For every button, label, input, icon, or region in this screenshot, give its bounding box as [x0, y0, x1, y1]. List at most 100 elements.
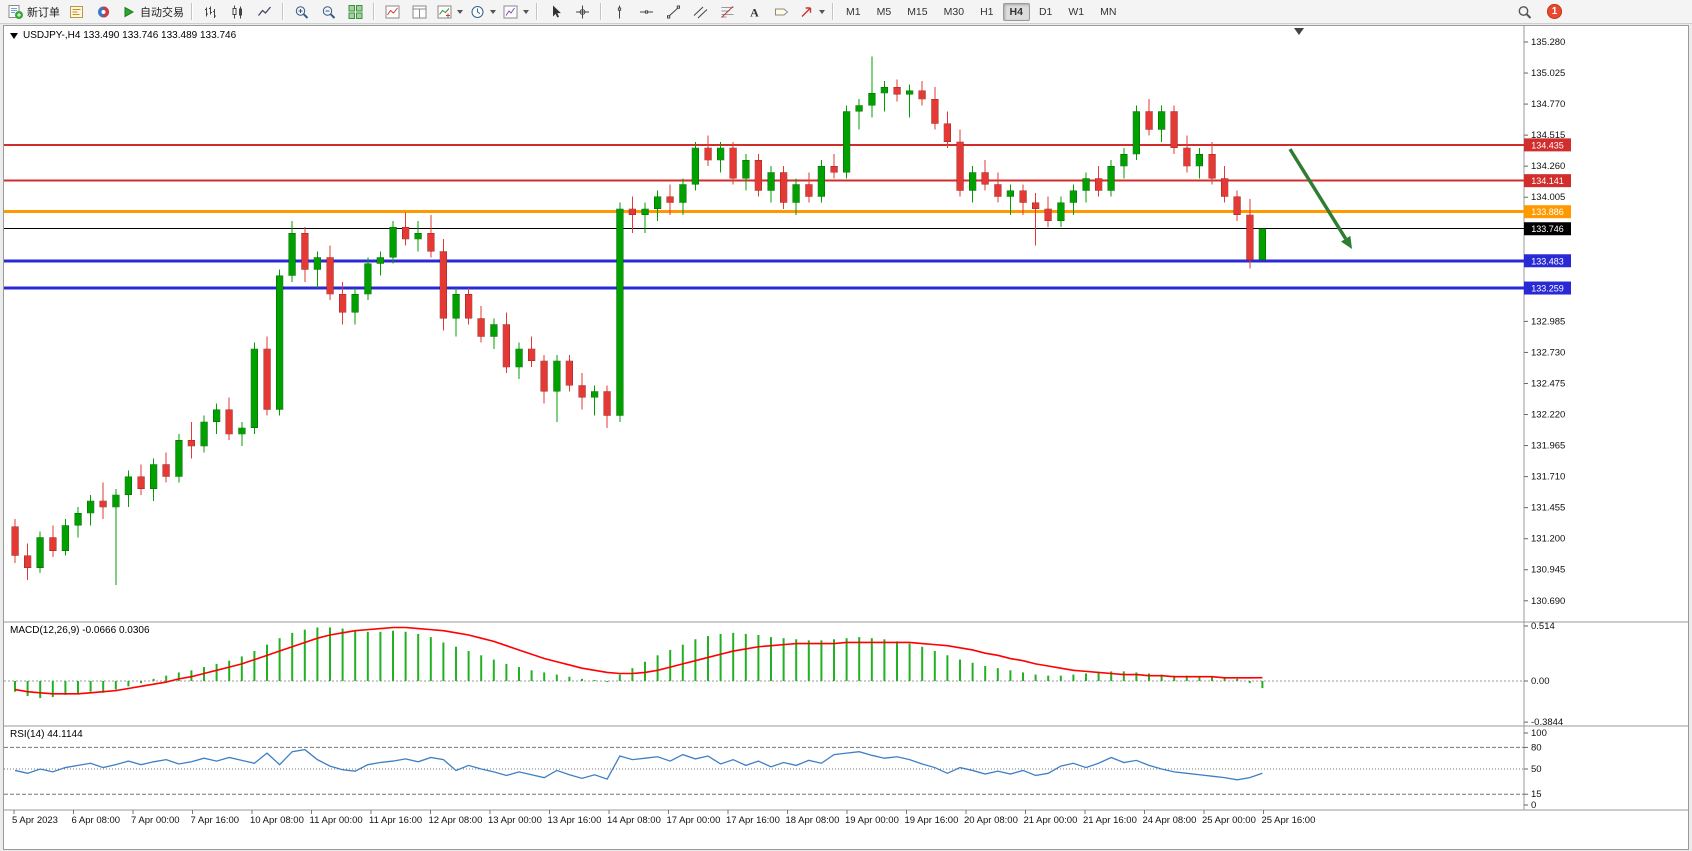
- candle: [868, 92, 876, 106]
- cursor-button[interactable]: [542, 1, 569, 23]
- label-button[interactable]: [768, 1, 795, 23]
- chart-window: 135.280 135.025 134.770 134.515 134.260 134.0…: [3, 25, 1689, 850]
- timeframe-h1[interactable]: H1: [980, 5, 994, 18]
- timeframe-group: M1 M5 M15 M30 H1 H4 D1 W1 MN: [838, 2, 1124, 21]
- candle: [187, 439, 196, 447]
- timeframe-m5[interactable]: M5: [876, 5, 892, 18]
- notification-badge[interactable]: 1: [1547, 4, 1562, 19]
- timeframe-mn[interactable]: MN: [1100, 5, 1117, 18]
- candle: [691, 147, 700, 185]
- community-button[interactable]: [90, 1, 117, 23]
- bar-chart-button[interactable]: [197, 1, 224, 23]
- chart-canvas[interactable]: 135.280 135.025 134.770 134.515 134.260 134.0…: [4, 26, 1688, 849]
- time-axis-label: 17 Apr 00:00: [667, 815, 721, 826]
- candle: [1094, 178, 1103, 191]
- candle: [275, 275, 284, 410]
- zoom-out-button[interactable]: [315, 1, 342, 23]
- add-indicator-button[interactable]: [433, 1, 466, 23]
- autotrade-icon: [124, 6, 135, 17]
- candle: [1019, 190, 1027, 203]
- candle: [842, 111, 851, 173]
- period-icon: [471, 5, 484, 18]
- arrow-tools-button[interactable]: [795, 1, 828, 23]
- period-button[interactable]: [466, 1, 499, 23]
- hline-button[interactable]: [633, 1, 660, 23]
- candle: [1195, 153, 1204, 167]
- rsi-axis-label: 0: [1531, 800, 1536, 811]
- candle: [981, 172, 989, 185]
- timeframe-h4[interactable]: H4: [1002, 2, 1030, 21]
- channel-button[interactable]: [687, 1, 714, 23]
- chart-symbol-line: USDJPY-,H4 133.490 133.746 133.489 133.7…: [10, 30, 236, 41]
- indicator-window-button[interactable]: [379, 1, 406, 23]
- macd-axis-label: 0.514: [1531, 621, 1555, 632]
- candle: [540, 360, 548, 392]
- candle: [175, 439, 183, 477]
- candle: [527, 348, 536, 362]
- candle: [1183, 147, 1191, 167]
- chart-shift-marker[interactable]: [1294, 28, 1304, 35]
- new-order-button[interactable]: 新订单: [4, 1, 63, 23]
- auto-trading-button-label: 自动交易: [140, 6, 184, 19]
- search-button[interactable]: [1511, 1, 1538, 23]
- time-axis-label: 5 Apr 2023: [12, 815, 58, 826]
- time-axis-label: 13 Apr 16:00: [548, 815, 602, 826]
- template-button[interactable]: [499, 1, 532, 23]
- candle: [263, 348, 271, 410]
- candle: [1082, 178, 1090, 191]
- timeframe-m15[interactable]: M15: [907, 5, 928, 18]
- candle: [49, 537, 57, 552]
- timeframe-m1[interactable]: M1: [846, 5, 861, 18]
- price-axis-label: 132.985: [1531, 316, 1565, 327]
- timeframe-d1[interactable]: D1: [1038, 5, 1053, 18]
- chevron-down-icon: [490, 9, 496, 14]
- candle: [401, 226, 410, 240]
- candle: [1170, 111, 1178, 149]
- data-window-button[interactable]: [406, 1, 433, 23]
- price-tag-label: 133.483: [1531, 256, 1564, 266]
- crosshair-button[interactable]: [569, 1, 596, 23]
- zoom-in-button[interactable]: [288, 1, 315, 23]
- fibonacci-button[interactable]: [714, 1, 741, 23]
- price-axis-label: 131.200: [1531, 534, 1565, 545]
- vline-button[interactable]: [606, 1, 633, 23]
- candle: [250, 348, 259, 429]
- rsi-axis-label: 80: [1531, 742, 1542, 753]
- candlestick-chart-button[interactable]: [224, 1, 251, 23]
- market-depth-button[interactable]: [63, 1, 90, 23]
- price-axis-label: 130.690: [1531, 596, 1565, 607]
- timeframe-m30[interactable]: M30: [943, 5, 965, 18]
- tile-windows-button[interactable]: [342, 1, 369, 23]
- candle: [1208, 153, 1216, 179]
- time-axis-label: 17 Apr 16:00: [726, 815, 780, 826]
- text-icon: A: [750, 5, 759, 19]
- timeframe-w1[interactable]: W1: [1068, 5, 1085, 18]
- price-tag-label: 133.746: [1531, 224, 1564, 234]
- price-axis-label: 134.770: [1531, 99, 1565, 110]
- candle: [918, 90, 926, 100]
- chevron-down-icon: [523, 9, 529, 14]
- price-level-tag: [1524, 205, 1571, 219]
- candle: [767, 172, 775, 191]
- candle: [1107, 165, 1115, 191]
- candle: [666, 196, 674, 203]
- toolbar-separator: [373, 3, 375, 20]
- candle: [74, 512, 82, 526]
- time-axis-label: 6 Apr 08:00: [72, 815, 121, 826]
- auto-trading-button[interactable]: 自动交易: [117, 1, 187, 23]
- vline-icon: [617, 5, 622, 18]
- symbol-collapse-icon[interactable]: [10, 32, 18, 39]
- arrow-tools-icon: [801, 6, 812, 17]
- candle: [124, 476, 133, 496]
- price-axis-label: 132.220: [1531, 410, 1565, 421]
- data-window-icon: [412, 5, 427, 18]
- macd-signal-line: [14, 626, 1263, 695]
- text-button[interactable]: A: [741, 1, 768, 23]
- candle: [502, 324, 511, 368]
- candlestick-icon: [232, 5, 242, 18]
- candle: [1120, 153, 1128, 167]
- line-chart-button[interactable]: [251, 1, 278, 23]
- candle: [1031, 202, 1040, 210]
- trendline-button[interactable]: [660, 1, 687, 23]
- trend-arrow-annotation[interactable]: [1288, 148, 1352, 249]
